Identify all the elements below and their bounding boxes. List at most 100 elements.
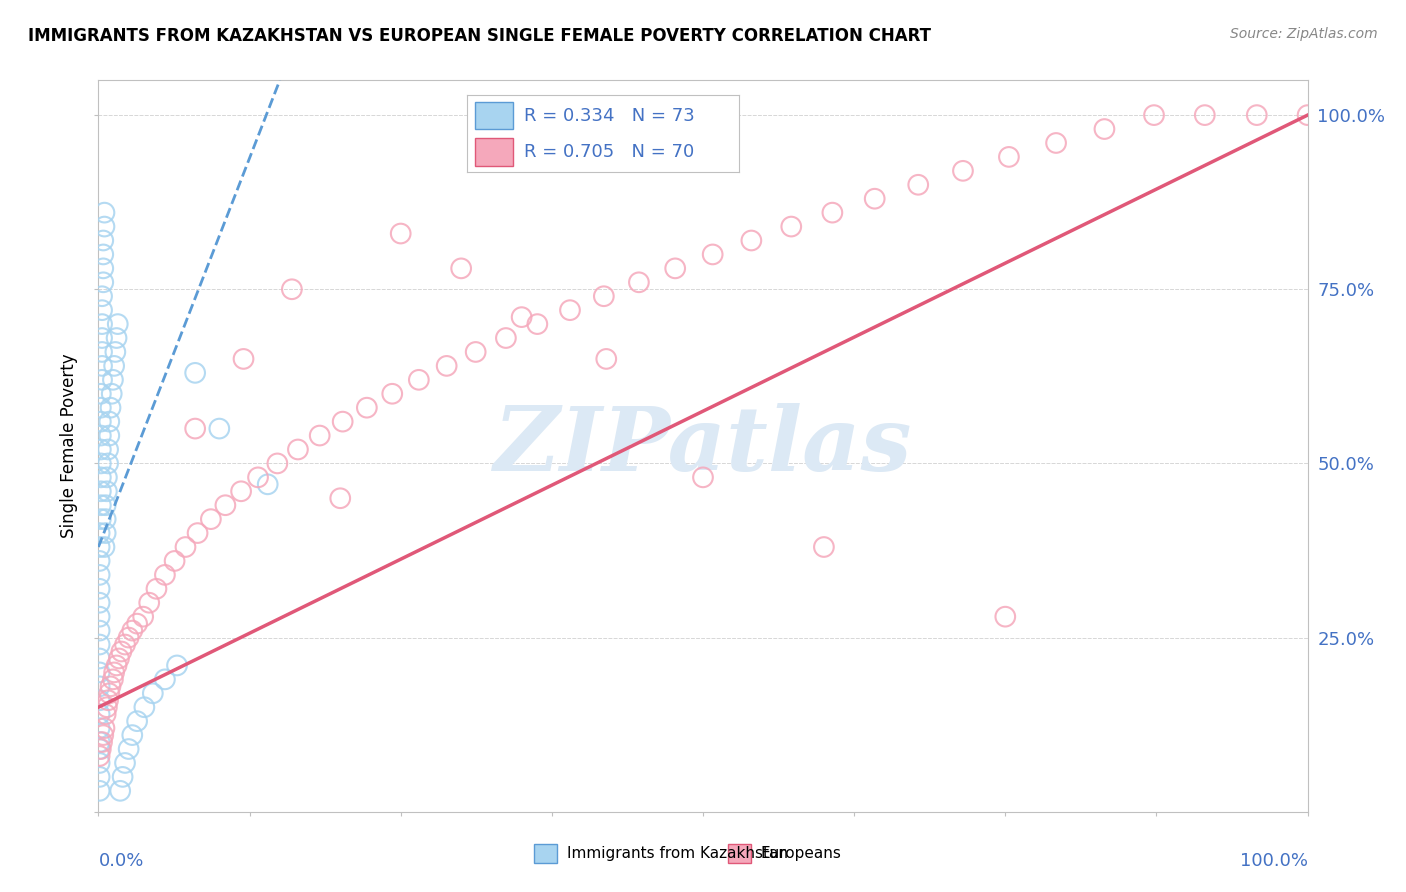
Point: [187, 526, 209, 541]
Point: [91, 247, 114, 261]
Point: [108, 784, 131, 798]
Point: [101, 673, 124, 687]
Point: [127, 714, 149, 728]
Point: [94, 498, 117, 512]
Point: [91, 735, 114, 749]
Point: [101, 373, 124, 387]
Point: [90, 470, 112, 484]
Point: [208, 421, 231, 435]
Point: [91, 261, 114, 276]
Point: [381, 386, 404, 401]
Point: [145, 582, 167, 596]
Point: [94, 526, 117, 541]
Point: [200, 512, 222, 526]
Point: [89, 784, 111, 798]
Point: [91, 373, 114, 387]
Point: [89, 624, 111, 638]
Point: [464, 345, 486, 359]
Point: [450, 261, 472, 276]
Point: [389, 227, 412, 241]
Point: [89, 526, 111, 541]
Text: Source: ZipAtlas.com: Source: ZipAtlas.com: [1230, 27, 1378, 41]
Point: [94, 512, 117, 526]
Point: [229, 484, 252, 499]
Point: [103, 665, 125, 680]
Point: [184, 421, 207, 435]
Point: [100, 386, 122, 401]
Point: [813, 540, 835, 554]
Point: [692, 470, 714, 484]
Point: [1045, 136, 1067, 150]
Point: [91, 331, 114, 345]
Point: [91, 728, 114, 742]
Point: [91, 303, 114, 318]
Text: 100.0%: 100.0%: [1240, 852, 1308, 870]
Point: [821, 205, 844, 219]
Point: [90, 428, 112, 442]
Point: [89, 707, 111, 722]
Point: [132, 609, 155, 624]
Point: [89, 567, 111, 582]
Text: Immigrants from Kazakhstan: Immigrants from Kazakhstan: [567, 847, 787, 861]
Point: [308, 428, 330, 442]
Point: [118, 631, 141, 645]
Point: [134, 700, 156, 714]
Point: [91, 317, 114, 331]
Point: [89, 721, 111, 735]
Point: [114, 756, 136, 770]
Point: [93, 540, 115, 554]
Point: [740, 234, 762, 248]
Point: [100, 401, 122, 415]
Point: [97, 457, 120, 471]
Point: [97, 693, 120, 707]
Text: ZIPatlas: ZIPatlas: [495, 403, 911, 489]
Point: [89, 770, 111, 784]
Point: [90, 415, 112, 429]
Point: [163, 554, 186, 568]
Point: [510, 310, 533, 325]
Point: [89, 638, 111, 652]
Point: [89, 609, 111, 624]
Text: IMMIGRANTS FROM KAZAKHSTAN VS EUROPEAN SINGLE FEMALE POVERTY CORRELATION CHART: IMMIGRANTS FROM KAZAKHSTAN VS EUROPEAN S…: [28, 27, 931, 45]
Point: [526, 317, 548, 331]
Point: [142, 686, 165, 700]
Point: [153, 567, 176, 582]
Point: [89, 693, 111, 707]
Point: [89, 749, 111, 764]
Text: 0.0%: 0.0%: [98, 852, 143, 870]
Point: [104, 345, 127, 359]
Point: [105, 658, 128, 673]
Point: [91, 234, 114, 248]
Point: [214, 498, 236, 512]
Point: [153, 673, 176, 687]
Point: [96, 700, 118, 714]
Point: [89, 554, 111, 568]
Point: [110, 644, 132, 658]
Point: [98, 686, 121, 700]
Point: [93, 205, 115, 219]
Point: [97, 442, 120, 457]
Point: [138, 596, 160, 610]
Point: [127, 616, 149, 631]
Point: [595, 351, 617, 366]
Point: [90, 401, 112, 415]
Point: [114, 638, 136, 652]
Point: [118, 742, 141, 756]
Point: [247, 470, 270, 484]
Point: [281, 282, 304, 296]
Point: [952, 164, 974, 178]
Point: [89, 582, 111, 596]
Point: [89, 540, 111, 554]
Point: [103, 359, 125, 373]
Point: [108, 651, 131, 665]
Point: [89, 679, 111, 693]
Point: [174, 540, 197, 554]
Point: [89, 651, 111, 665]
Point: [89, 596, 111, 610]
Point: [998, 150, 1021, 164]
Point: [93, 219, 115, 234]
Point: [266, 457, 288, 471]
Point: [90, 386, 112, 401]
Point: [702, 247, 724, 261]
Point: [96, 484, 118, 499]
